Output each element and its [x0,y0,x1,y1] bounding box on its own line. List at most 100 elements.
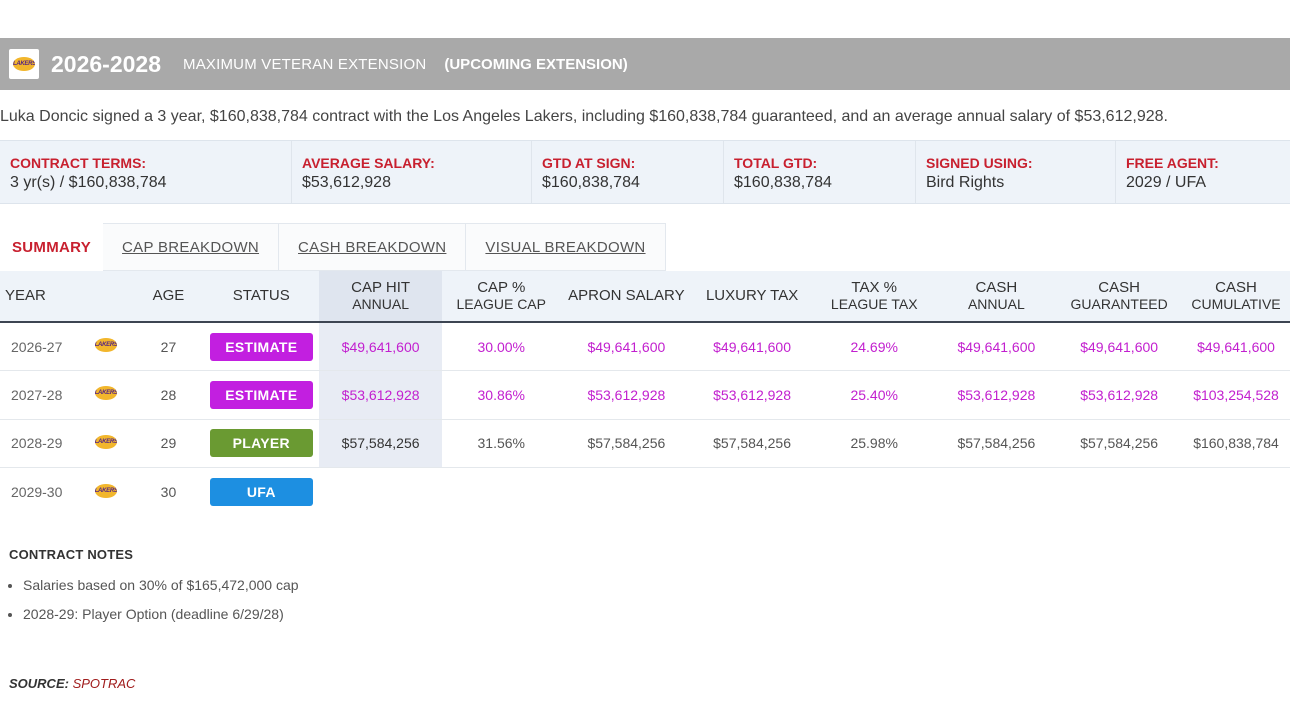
cell-status: UFA [203,468,319,517]
cell-logo: LAKERS [78,468,134,517]
term-label: AVERAGE SALARY: [302,155,435,171]
cell-cash-gtd: $57,584,256 [1056,419,1183,468]
term-value: 3 yr(s) / $160,838,784 [10,174,167,191]
col-sublabel: ANNUAL [352,296,409,312]
cell-logo: LAKERS [77,322,134,371]
cell-status: ESTIMATE [203,370,320,420]
col-logo [77,271,134,323]
cell-year: 2029-30 [11,484,63,500]
col-cash-cumulative[interactable]: CASH CUMULATIVE [1182,271,1290,323]
tab-summary[interactable]: SUMMARY [0,223,104,271]
cell-tax-pct: 25.98% [811,419,937,468]
contract-status: (UPCOMING EXTENSION) [444,55,628,73]
tab-cash-breakdown[interactable]: CASH BREAKDOWN [279,223,467,271]
cell-cap-hit: $53,612,928 [319,370,442,420]
cell-tax-pct: 24.69% [811,322,937,371]
term-label: FREE AGENT: [1126,155,1219,171]
table-row: 2029-30 LAKERS 30 UFA [0,468,1290,517]
col-label: CASH [975,279,1018,296]
term-signed-using: SIGNED USING: Bird Rights [916,141,1116,203]
cell-age: 28 [133,370,204,420]
cell-logo: LAKERS [77,419,134,468]
cell-cash-annual: $49,641,600 [936,322,1057,371]
status-badge: PLAYER [209,429,313,458]
lakers-logo-icon: LAKERS [94,434,117,449]
contract-terms-strip: CONTRACT TERMS: 3 yr(s) / $160,838,784 A… [0,140,1290,204]
cell-age: 27 [133,322,204,371]
term-free-agent: FREE AGENT: 2029 / UFA [1116,141,1290,203]
cell-status: ESTIMATE [203,322,320,371]
term-value: $160,838,784 [734,174,832,191]
term-label: CONTRACT TERMS: [10,155,147,171]
tab-cap-breakdown[interactable]: CAP BREAKDOWN [103,223,280,271]
col-year[interactable]: YEAR [0,271,78,323]
col-cash-guaranteed[interactable]: CASH GUARANTEED [1056,271,1183,323]
cell-cap-hit: $57,584,256 [319,419,442,468]
contract-notes-title: CONTRACT NOTES [9,547,134,562]
cell-luxury: $49,641,600 [692,322,812,371]
cell-cash-cum: $49,641,600 [1182,322,1290,371]
list-item: Salaries based on 30% of $165,472,000 ca… [23,577,299,593]
table-row: 2027-28 LAKERS 28 ESTIMATE $53,612,928 3… [0,370,1290,420]
source-link[interactable]: SPOTRAC [72,676,136,691]
col-luxury-tax[interactable]: LUXURY TAX [692,271,812,323]
contract-type: MAXIMUM VETERAN EXTENSION [183,55,427,73]
cell-year: 2026-27 [0,322,78,371]
table-row: 2026-27 LAKERS 27 ESTIMATE $49,641,600 3… [0,322,1290,371]
table-header-row: YEAR AGE STATUS CAP HIT ANNUAL CAP % LEAGU… [0,271,1290,323]
col-cap-pct[interactable]: CAP % LEAGUE CAP [441,271,561,323]
cell-year: 2028-29 [0,419,78,468]
term-value: $53,612,928 [302,174,391,191]
col-status[interactable]: STATUS [203,271,320,323]
term-average-salary: AVERAGE SALARY: $53,612,928 [292,141,532,203]
col-label: CAP HIT [351,279,411,296]
contract-header-bar: LAKERS 2026-2028 MAXIMUM VETERAN EXTENSI… [0,38,1290,90]
col-sublabel: CUMULATIVE [1191,296,1281,312]
cell-luxury: $57,584,256 [692,419,812,468]
col-label: CASH [1098,279,1140,296]
cell-cash-gtd: $49,641,600 [1056,322,1183,371]
cell-apron: $49,641,600 [560,322,693,371]
status-badge: UFA [209,478,313,506]
cell-cash-annual: $57,584,256 [936,419,1057,468]
tab-visual-breakdown[interactable]: VISUAL BREAKDOWN [466,223,666,271]
contract-years: 2026-2028 [51,50,161,77]
col-cap-hit[interactable]: CAP HIT ANNUAL [319,271,442,323]
col-apron-salary[interactable]: APRON SALARY [560,271,693,323]
status-badge: ESTIMATE [209,332,313,361]
term-value: $160,838,784 [542,174,640,191]
contract-table: YEAR AGE STATUS CAP HIT ANNUAL CAP % LEAGU… [0,271,1290,516]
cell-cash-cum: $103,254,528 [1182,370,1290,420]
cell-age: 29 [133,419,204,468]
term-label: SIGNED USING: [926,155,1033,171]
status-badge: ESTIMATE [209,380,313,409]
col-age[interactable]: AGE [133,271,204,323]
contract-notes-list: Salaries based on 30% of $165,472,000 ca… [23,577,299,635]
cell-apron: $53,612,928 [560,370,693,420]
term-gtd-at-sign: GTD AT SIGN: $160,838,784 [532,141,724,203]
lakers-logo-icon: LAKERS [94,483,117,498]
cell-cap-hit: $49,641,600 [319,322,442,371]
term-label: TOTAL GTD: [734,155,818,171]
col-sublabel: GUARANTEED [1070,296,1168,312]
source-line: SOURCE: SPOTRAC [9,676,135,691]
term-value: 2029 / UFA [1126,174,1207,191]
cell-status: PLAYER [203,419,320,468]
col-label: TAX % [851,279,897,296]
col-tax-pct[interactable]: TAX % LEAGUE TAX [811,271,937,323]
cell-empty [319,468,1290,517]
team-logo: LAKERS [9,49,39,79]
cell-tax-pct: 25.40% [811,370,937,420]
source-label: SOURCE: [9,676,69,691]
list-item: 2028-29: Player Option (deadline 6/29/28… [23,606,299,622]
cell-apron: $57,584,256 [560,419,693,468]
col-cash-annual[interactable]: CASH ANNUAL [936,271,1057,323]
cell-cap-pct: 30.86% [441,370,561,420]
cell-logo: LAKERS [77,370,134,420]
cell-cap-pct: 31.56% [441,419,561,468]
cell-luxury: $53,612,928 [692,370,812,420]
table-row: 2028-29 LAKERS 29 PLAYER $57,584,256 31.… [0,419,1290,468]
col-sublabel: ANNUAL [967,296,1025,312]
cell-cash-gtd: $53,612,928 [1056,370,1183,420]
cell-age: 30 [160,484,177,500]
